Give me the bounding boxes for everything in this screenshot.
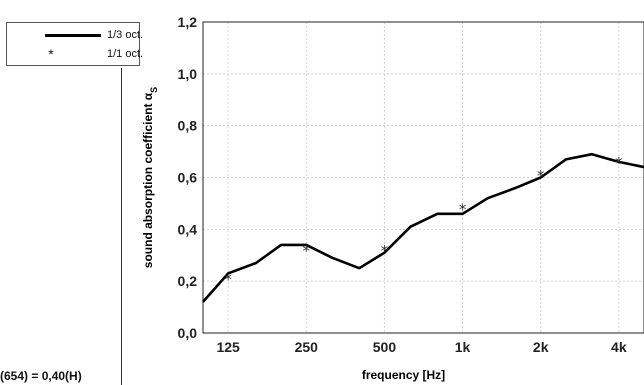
x-tick-labels: 125 250 500 1k 2k 4k <box>216 339 626 355</box>
x-tick-label: 4k <box>611 339 627 355</box>
footnote-text: (654) = 0,40(H) <box>0 369 82 383</box>
x-tick-label: 125 <box>216 339 240 355</box>
x-tick-label: 1k <box>455 339 471 355</box>
legend-entry-octave: * 1/1 oct. <box>7 45 143 63</box>
x-axis-label: frequency [Hz] <box>362 368 445 382</box>
panel-divider <box>121 68 122 385</box>
y-tick-label: 0,8 <box>178 118 198 134</box>
octave-marker: * <box>303 242 311 260</box>
y-tick-labels: 0,0 0,2 0,4 0,6 0,8 1,0 1,2 <box>178 14 198 341</box>
octave-marker: * <box>537 167 545 185</box>
octave-marker: * <box>381 242 389 260</box>
series-line-third-octave <box>202 152 644 303</box>
octave-marker: * <box>615 154 623 172</box>
y-tick-label: 0,6 <box>178 170 198 186</box>
legend-marker-swatch: * <box>48 46 54 62</box>
legend-line-swatch <box>45 34 101 37</box>
legend-label-octave: 1/1 oct. <box>107 48 144 60</box>
y-tick-label: 0,4 <box>178 221 198 237</box>
plot-frame <box>202 21 644 334</box>
y-tick-label: 0,2 <box>178 273 198 289</box>
legend-entry-third-octave: 1/3 oct. <box>7 26 143 44</box>
x-tick-label: 500 <box>373 339 397 355</box>
x-tick-label: 250 <box>295 339 319 355</box>
series-markers-octave: * * * * * * <box>224 154 623 289</box>
y-tick-label: 1,0 <box>178 66 198 82</box>
y-axis-label: sound absorption coefficient αS <box>141 87 159 268</box>
y-axis-label-subscript: S <box>149 87 159 93</box>
y-tick-label: 1,2 <box>178 14 198 30</box>
grid-lines <box>203 21 644 334</box>
chart-legend: 1/3 oct. * 1/1 oct. <box>6 22 143 66</box>
octave-marker: * <box>224 271 232 289</box>
legend-label-third-octave: 1/3 oct. <box>107 29 144 41</box>
y-tick-label: 0,0 <box>178 325 198 341</box>
x-tick-label: 2k <box>533 339 549 355</box>
octave-marker: * <box>459 201 467 219</box>
